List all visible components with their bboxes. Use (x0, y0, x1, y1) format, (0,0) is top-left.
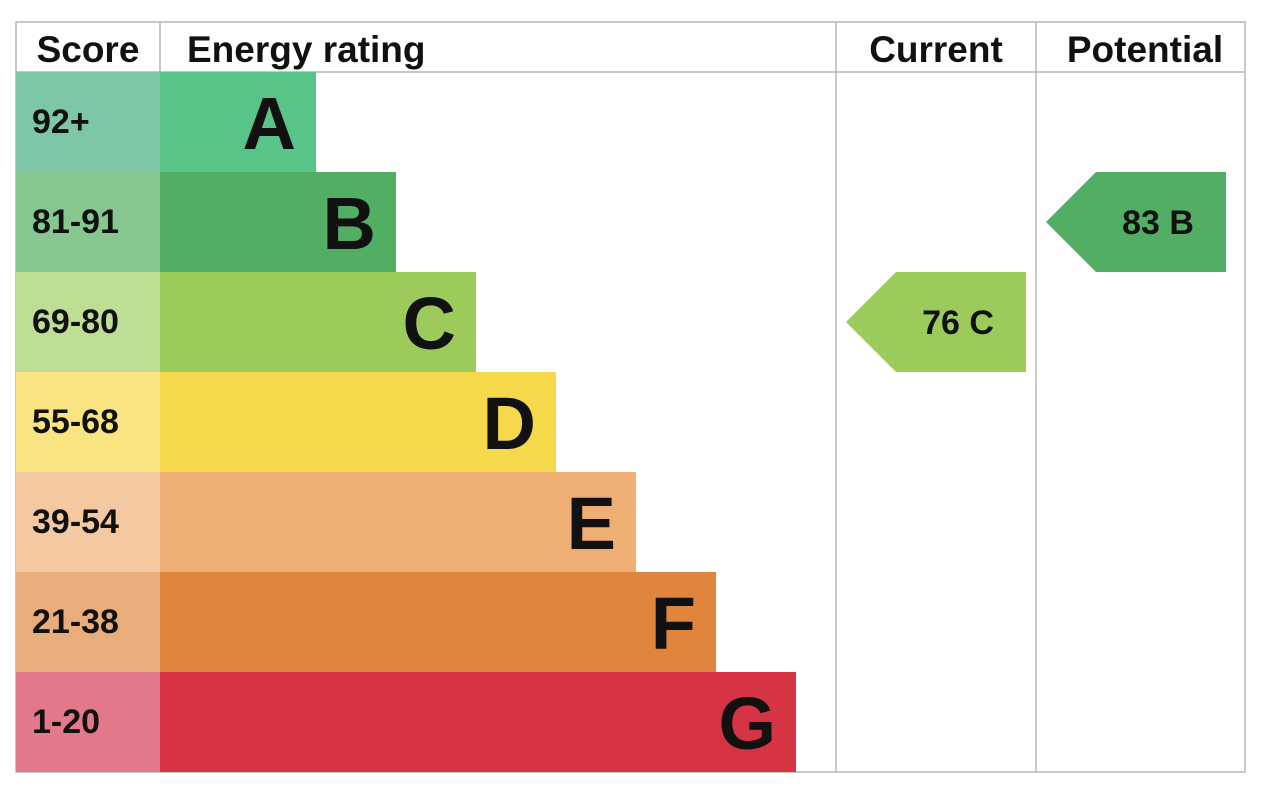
band-letter-g: G (718, 682, 776, 765)
band-letter-b: B (323, 182, 376, 265)
header-potential: Potential (1067, 29, 1223, 70)
score-cell-e (16, 472, 160, 572)
band-bar-d (160, 372, 556, 472)
score-label-f: 21-38 (32, 603, 119, 641)
score-label-c: 69-80 (32, 303, 119, 341)
potential-rating-label: 83 B (1122, 204, 1194, 242)
score-cell-f (16, 572, 160, 672)
band-letter-f: F (651, 582, 696, 665)
score-cell-a (16, 72, 160, 172)
header-current: Current (869, 29, 1003, 70)
band-bar-g (160, 672, 796, 772)
score-cell-b (16, 172, 160, 272)
score-cell-d (16, 372, 160, 472)
score-label-d: 55-68 (32, 403, 119, 441)
band-bar-c (160, 272, 476, 372)
header-energy-rating: Energy rating (187, 29, 426, 70)
score-cell-g (16, 672, 160, 772)
current-rating-label: 76 C (922, 304, 994, 342)
band-bar-f (160, 572, 716, 672)
score-label-b: 81-91 (32, 203, 119, 241)
band-letter-c: C (403, 282, 456, 365)
band-bar-b (160, 172, 396, 272)
rating-bands: 92+ A 81-91 B 69-80 C 55-68 D 39-54 E 21-38 F 1-20 G (16, 72, 796, 772)
rating-markers: 76 C 83 B (846, 172, 1226, 372)
score-label-g: 1-20 (32, 703, 100, 741)
score-label-a: 92+ (32, 103, 90, 141)
potential-rating-arrow (1046, 172, 1226, 272)
band-bar-e (160, 472, 636, 572)
band-letter-a: A (243, 82, 296, 165)
band-letter-e: E (567, 482, 616, 565)
band-bar-a (160, 72, 316, 172)
current-rating-arrow (846, 272, 1026, 372)
score-label-e: 39-54 (32, 503, 119, 541)
score-cell-c (16, 272, 160, 372)
band-letter-d: D (483, 382, 536, 465)
header-score: Score (37, 29, 140, 70)
